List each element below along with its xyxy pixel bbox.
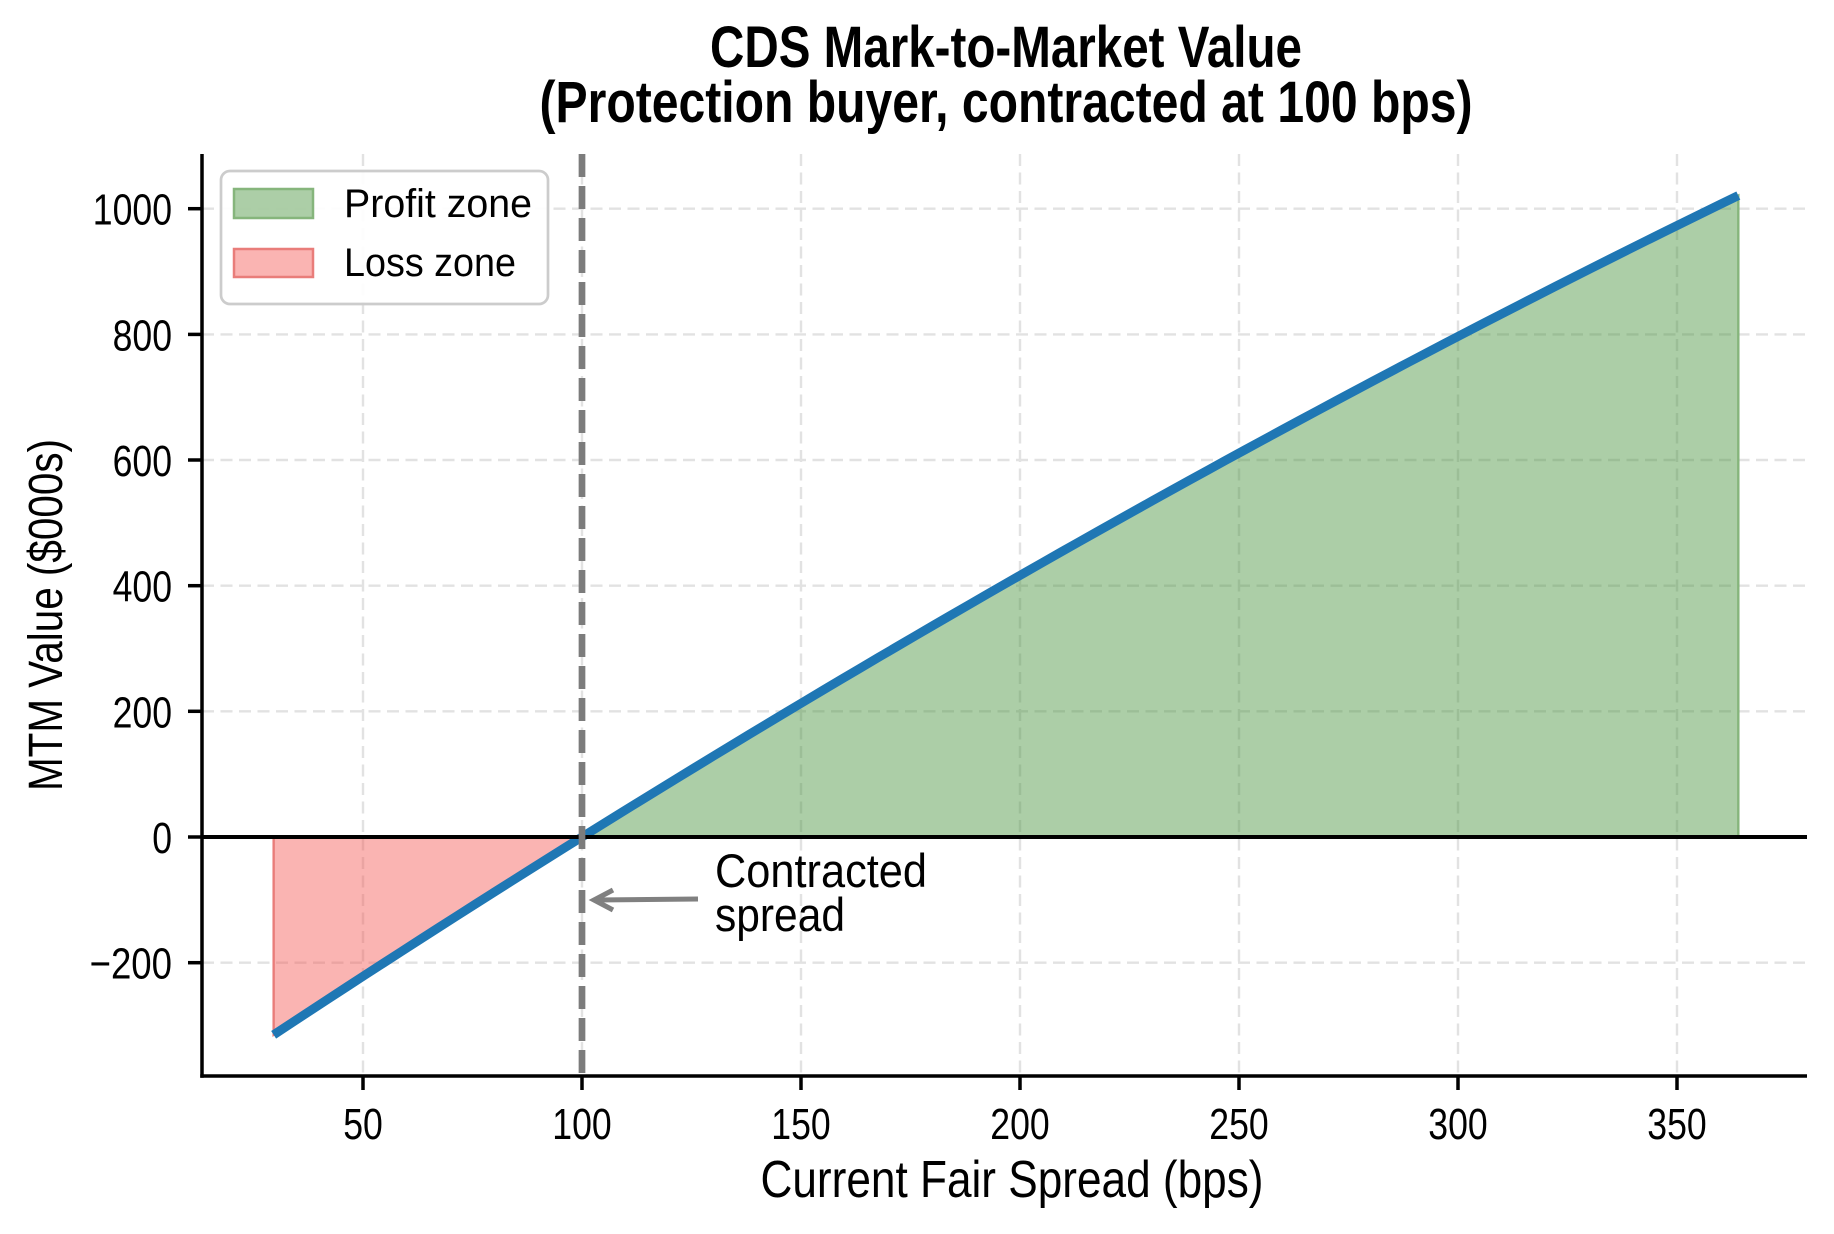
svg-text:200: 200 [990,1100,1049,1149]
svg-text:100: 100 [552,1100,611,1149]
svg-text:MTM Value ($000s): MTM Value ($000s) [20,439,73,791]
svg-text:Contracted: Contracted [715,844,927,897]
svg-text:Profit zone: Profit zone [344,182,532,226]
svg-text:800: 800 [113,311,172,360]
svg-text:50: 50 [343,1100,383,1149]
svg-text:Loss zone: Loss zone [344,241,516,285]
svg-text:Current Fair Spread (bps): Current Fair Spread (bps) [761,1151,1264,1209]
svg-text:0: 0 [152,814,172,863]
svg-text:300: 300 [1428,1100,1487,1149]
svg-text:250: 250 [1209,1100,1268,1149]
svg-text:350: 350 [1647,1100,1706,1149]
svg-text:spread: spread [715,888,845,941]
svg-text:150: 150 [771,1100,830,1149]
svg-text:CDS Mark-to-Market Value: CDS Mark-to-Market Value [710,15,1302,80]
svg-text:400: 400 [113,563,172,612]
svg-text:(Protection buyer, contracted: (Protection buyer, contracted at 100 bps… [540,70,1473,135]
svg-text:−200: −200 [90,940,172,989]
svg-text:600: 600 [113,437,172,486]
svg-text:1000: 1000 [93,186,172,235]
svg-text:200: 200 [113,688,172,737]
